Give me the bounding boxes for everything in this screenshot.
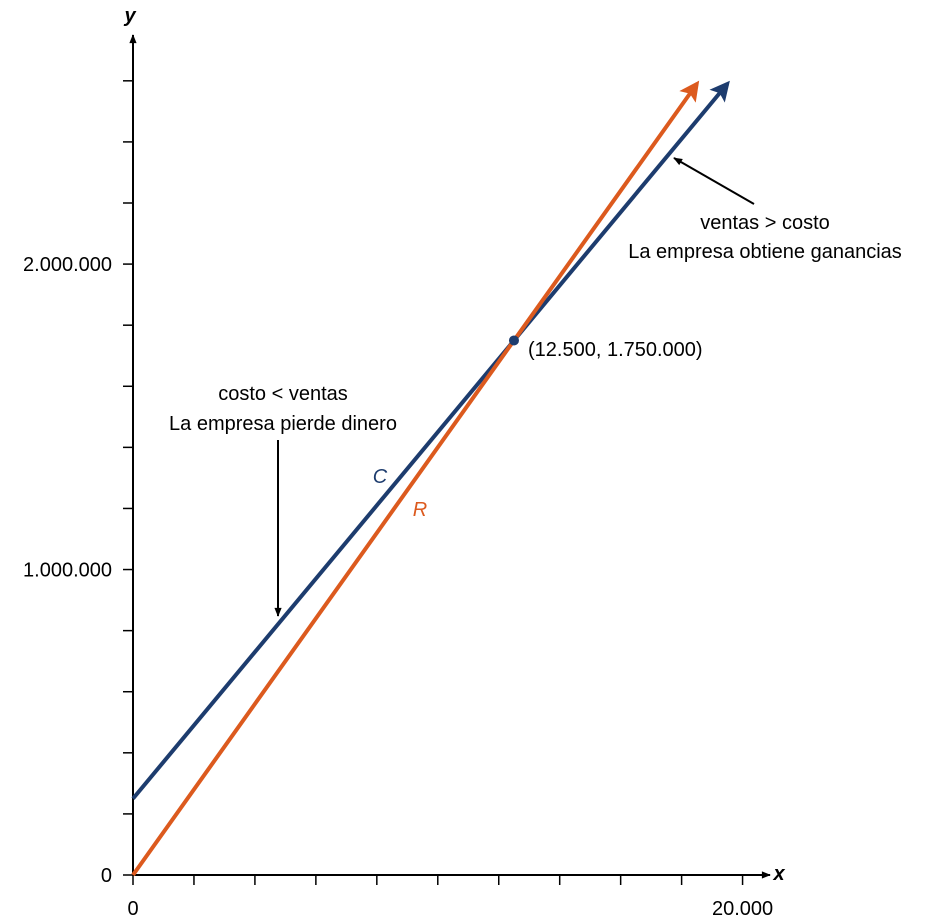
line [131, 80, 730, 800]
y-tick-label: 0 [101, 865, 112, 887]
intersection-point [508, 335, 519, 346]
y-axis-label: y [123, 5, 136, 27]
annotation: costo < ventas [218, 383, 348, 405]
annotation: La empresa obtiene ganancias [628, 241, 902, 263]
annotation: ventas > costo [700, 212, 830, 234]
y-tick-label: 2.000.000 [23, 254, 112, 276]
line-label: R [413, 499, 427, 521]
line [131, 80, 700, 877]
x-tick-label: 0 [127, 898, 138, 920]
annotation: La empresa pierde dinero [169, 413, 397, 435]
x-axis-label: x [772, 863, 785, 885]
annotation-arrow [673, 157, 755, 205]
y-tick-label: 1.000.000 [23, 560, 112, 582]
x-tick-label: 20.000 [712, 898, 773, 920]
line-label: C [373, 466, 388, 488]
point-label: (12.500, 1.750.000) [528, 339, 703, 361]
